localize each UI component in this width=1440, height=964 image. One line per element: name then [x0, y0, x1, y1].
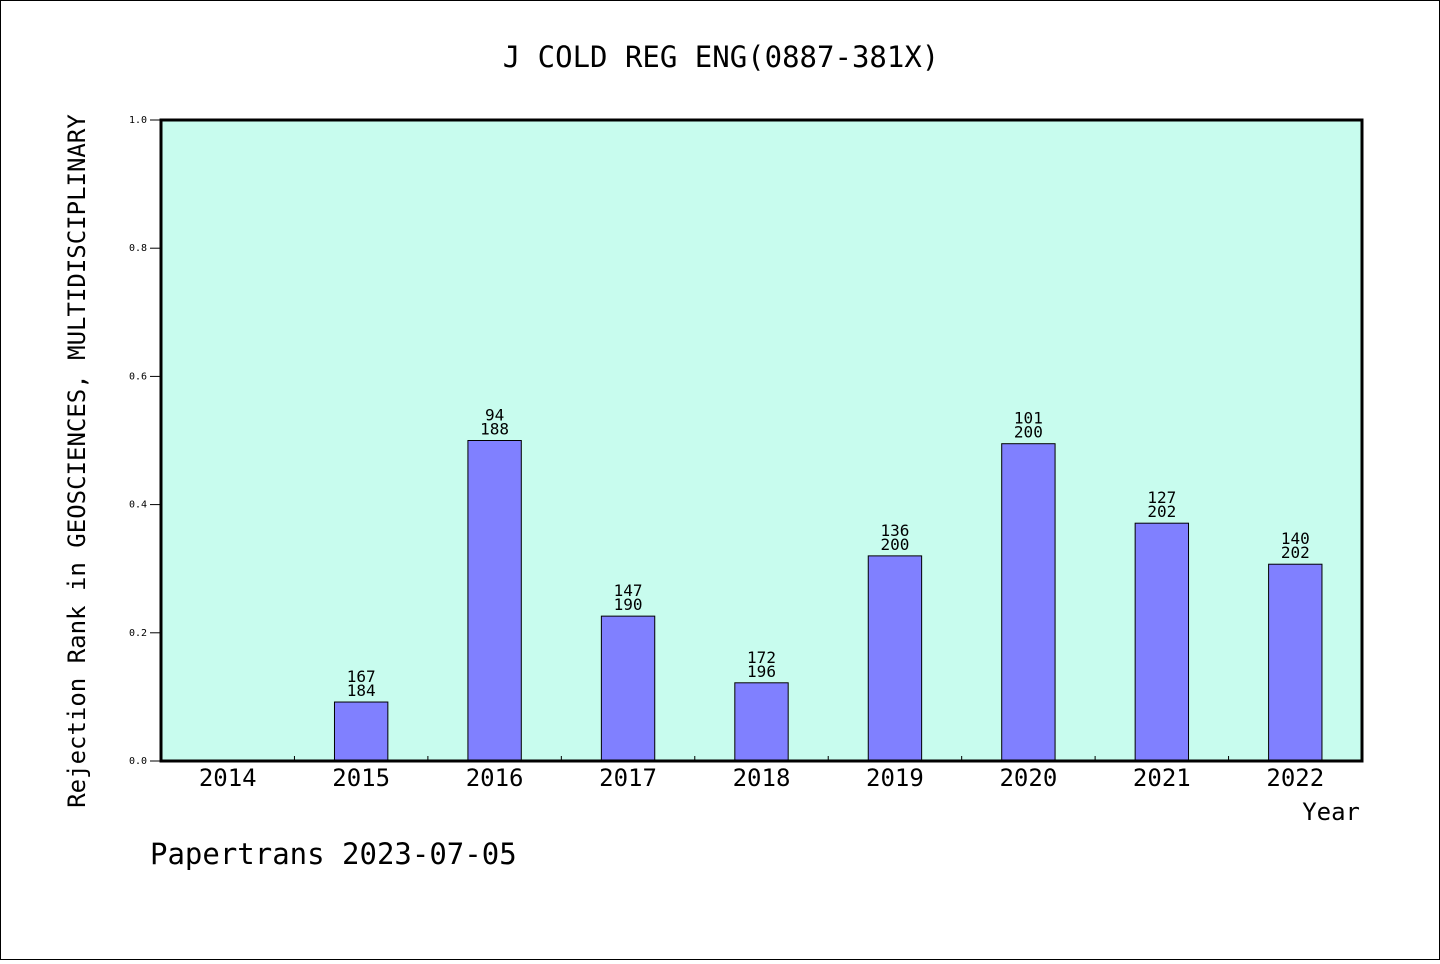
- x-tick-label-2018: 2018: [733, 764, 791, 792]
- bar-2020: [1001, 443, 1056, 762]
- bar-2019: [867, 555, 923, 762]
- bar-2021: [1134, 522, 1190, 762]
- footer-credit: Papertrans 2023-07-05: [150, 837, 517, 871]
- bar-label-total-2021: 202: [1147, 502, 1176, 521]
- x-tick-label-2021: 2021: [1133, 764, 1191, 792]
- y-tick-label: 0.2: [129, 628, 147, 639]
- bar-labels-group: 1671849418814719017219613620010120012720…: [347, 406, 1310, 701]
- bar-2017: [600, 615, 656, 762]
- y-tick-label: 0.6: [129, 371, 147, 382]
- y-tick-label: 0.0: [129, 756, 147, 767]
- chart-title: J COLD REG ENG(0887-381X): [503, 40, 940, 74]
- y-tick-label: 0.4: [129, 500, 147, 511]
- y-axis: 0.0 0.2 0.4 0.6 0.8 1.0: [129, 115, 161, 767]
- x-tick-label-2020: 2020: [999, 764, 1057, 792]
- bar-label-rank-2016: 94: [485, 406, 504, 425]
- x-tick-label-2014: 2014: [199, 764, 257, 792]
- bars-group: [333, 440, 1323, 762]
- x-axis-label: Year: [1302, 798, 1360, 826]
- x-tick-label-2016: 2016: [466, 764, 524, 792]
- bar-2016: [467, 440, 522, 762]
- bar-label-total-2016: 188: [480, 420, 509, 439]
- x-tick-label-2019: 2019: [866, 764, 924, 792]
- bar-label-total-2017: 190: [614, 595, 643, 614]
- x-tick-label-2017: 2017: [599, 764, 657, 792]
- bar-2015: [333, 701, 389, 762]
- y-axis-label: Rejection Rank in GEOSCIENCES, MULTIDISC…: [63, 114, 91, 808]
- x-tick-label-2022: 2022: [1266, 764, 1324, 792]
- bar-label-rank-2017: 147: [614, 581, 643, 600]
- bar-label-total-2022: 202: [1281, 543, 1310, 562]
- plot-border: [159, 118, 1364, 763]
- bar-2018: [734, 682, 789, 762]
- bar-label-total-2019: 200: [880, 535, 909, 554]
- bar-label-total-2015: 184: [347, 681, 376, 700]
- bar-label-rank-2021: 127: [1147, 488, 1176, 507]
- x-axis: 2014 2015 2016 2017 2018 2019 2020 2021 2022: [199, 756, 1324, 792]
- x-tick-label-2015: 2015: [332, 764, 390, 792]
- bar-label-rank-2020: 101: [1014, 409, 1043, 428]
- bar-2022: [1268, 563, 1323, 762]
- y-tick-label: 1.0: [129, 115, 147, 126]
- bar-label-total-2020: 200: [1014, 423, 1043, 442]
- bar-label-rank-2022: 140: [1281, 529, 1310, 548]
- bar-label-rank-2019: 136: [880, 521, 909, 540]
- bar-label-rank-2015: 167: [347, 667, 376, 686]
- y-tick-label: 0.8: [129, 243, 147, 254]
- bar-label-total-2018: 196: [747, 662, 776, 681]
- bar-label-rank-2018: 172: [747, 648, 776, 667]
